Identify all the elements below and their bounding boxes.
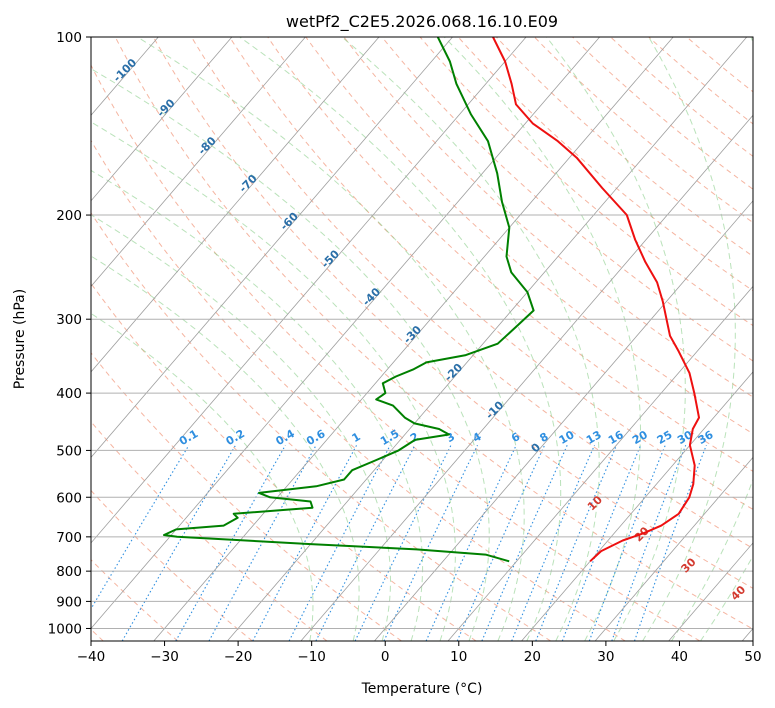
dry-adiabat <box>305 37 753 435</box>
dry-adiabat <box>91 352 402 641</box>
background-reference-lines <box>91 37 753 641</box>
x-axis: −40 −30 −20 −10 0 10 20 30 40 50 <box>77 641 762 665</box>
mixing-ratio-line <box>208 444 317 641</box>
moist-adiabat <box>137 37 525 641</box>
dry-adiabat <box>572 37 753 190</box>
y-axis: 100 200 300 400 500 600 700 800 900 1000 <box>48 30 91 637</box>
dry-adiabat <box>191 37 753 550</box>
y-tick-label: 400 <box>56 386 82 402</box>
y-tick-label: 100 <box>56 30 82 46</box>
moist-adiabat <box>341 37 600 641</box>
isotherm <box>300 114 753 641</box>
dry-adiabat <box>91 420 328 641</box>
x-tick-label: 20 <box>524 649 541 665</box>
moist-adiabat <box>642 37 736 641</box>
mixing-ratio-line <box>588 444 666 641</box>
plot-frame <box>90 36 754 642</box>
isotherm <box>91 37 233 202</box>
y-tick-label: 600 <box>56 490 82 506</box>
y-tick-label: 700 <box>56 530 82 546</box>
isotherm <box>91 37 306 287</box>
isotherm <box>374 200 753 641</box>
mixing-ratio-line <box>535 444 618 641</box>
x-tick-label: −30 <box>150 649 179 665</box>
x-tick-label: 30 <box>597 649 614 665</box>
sounding-series <box>163 37 700 563</box>
y-tick-label: 200 <box>56 208 82 224</box>
dry-adiabat <box>152 37 753 589</box>
x-tick-label: 40 <box>671 649 688 665</box>
dry-adiabat <box>610 37 753 157</box>
dry-adiabat <box>229 37 753 511</box>
isotherm <box>521 371 753 641</box>
isotherm <box>91 37 453 459</box>
mixing-ratio-line <box>511 444 596 641</box>
mixing-ratio-line <box>121 444 237 641</box>
moist-adiabat <box>546 37 686 641</box>
mixing-ratio-line <box>561 444 642 641</box>
dry-adiabat <box>495 37 753 257</box>
chart-title: wetPf2_C2E5.2026.068.16.10.E09 <box>286 12 558 32</box>
moist-adiabat <box>91 312 314 641</box>
dry-adiabat <box>381 37 753 362</box>
x-tick-label: −20 <box>224 649 253 665</box>
moist-adiabat <box>91 255 360 641</box>
y-axis-label: Pressure (hPa) <box>12 289 28 389</box>
moist-adiabat <box>671 37 753 641</box>
mixing-ratio-line <box>383 444 478 641</box>
dry-adiabat <box>91 139 626 641</box>
grid-lines <box>91 37 753 629</box>
dry-adiabat <box>534 37 753 224</box>
mixing-ratio-line <box>288 444 391 641</box>
isotherm <box>227 37 748 641</box>
mixing-ratio-line <box>354 444 452 641</box>
dewpoint-line <box>163 37 535 563</box>
mixing-ratio-line <box>175 444 286 641</box>
y-tick-label: 800 <box>56 564 82 580</box>
moist-adiabat <box>91 68 490 641</box>
mixing-ratio-line <box>252 444 358 641</box>
isotherm <box>91 37 600 630</box>
dry-adiabat <box>114 37 753 630</box>
y-tick-label: 300 <box>56 312 82 328</box>
dry-adiabat <box>91 64 701 641</box>
x-axis-label: Temperature (°C) <box>361 681 483 697</box>
mixing-ratio-line <box>315 444 416 641</box>
moist-adiabat <box>91 169 424 641</box>
temperature-line <box>492 37 700 563</box>
dry-adiabat <box>343 37 753 398</box>
x-tick-label: −40 <box>77 649 106 665</box>
mixing-ratio-line <box>611 444 687 641</box>
isotherm <box>594 456 753 641</box>
y-tick-label: 900 <box>56 594 82 610</box>
x-tick-label: 50 <box>744 649 761 665</box>
moist-adiabat <box>91 121 456 641</box>
x-tick-label: −10 <box>297 649 326 665</box>
isotherm <box>91 37 380 373</box>
x-tick-label: 10 <box>450 649 467 665</box>
isotherm <box>91 37 527 544</box>
x-tick-label: 0 <box>381 649 390 665</box>
isotherm <box>447 285 753 641</box>
y-tick-label: 500 <box>56 443 82 459</box>
moist-adiabat <box>443 37 642 641</box>
y-tick-label: 1000 <box>48 621 82 637</box>
